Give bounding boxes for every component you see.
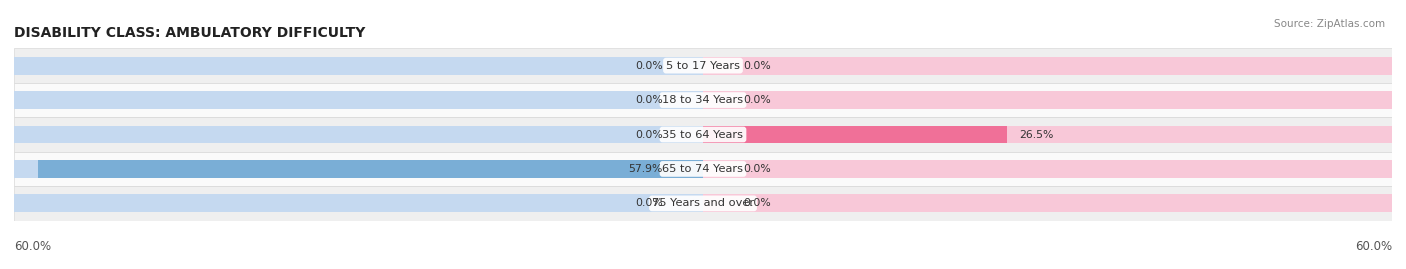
Bar	[703, 126, 1007, 143]
Bar	[14, 152, 1392, 186]
Text: 60.0%: 60.0%	[14, 239, 51, 253]
Bar	[703, 91, 1392, 109]
Bar	[14, 91, 703, 109]
Text: 18 to 34 Years: 18 to 34 Years	[662, 95, 744, 105]
Text: 0.0%: 0.0%	[636, 61, 662, 71]
Bar	[14, 194, 703, 212]
Bar	[703, 160, 1392, 178]
Bar	[14, 186, 1392, 221]
Bar	[14, 57, 703, 75]
Bar	[38, 160, 703, 178]
Text: 60.0%: 60.0%	[1355, 239, 1392, 253]
Text: 0.0%: 0.0%	[744, 61, 770, 71]
Text: 75 Years and over: 75 Years and over	[652, 198, 754, 208]
Text: 0.0%: 0.0%	[636, 129, 662, 140]
Text: 0.0%: 0.0%	[636, 95, 662, 105]
Text: 0.0%: 0.0%	[744, 95, 770, 105]
Text: 57.9%: 57.9%	[628, 164, 662, 174]
Bar	[703, 126, 1392, 143]
Bar	[14, 48, 1392, 83]
Text: 5 to 17 Years: 5 to 17 Years	[666, 61, 740, 71]
Text: 35 to 64 Years: 35 to 64 Years	[662, 129, 744, 140]
Bar	[703, 57, 1392, 75]
Text: Source: ZipAtlas.com: Source: ZipAtlas.com	[1274, 19, 1385, 29]
Text: 26.5%: 26.5%	[1019, 129, 1053, 140]
Bar	[14, 117, 1392, 152]
Text: 65 to 74 Years: 65 to 74 Years	[662, 164, 744, 174]
Bar	[14, 160, 703, 178]
Text: 0.0%: 0.0%	[744, 198, 770, 208]
Text: DISABILITY CLASS: AMBULATORY DIFFICULTY: DISABILITY CLASS: AMBULATORY DIFFICULTY	[14, 26, 366, 40]
Text: 0.0%: 0.0%	[744, 164, 770, 174]
Bar	[14, 83, 1392, 117]
Bar	[703, 194, 1392, 212]
Bar	[14, 126, 703, 143]
Text: 0.0%: 0.0%	[636, 198, 662, 208]
